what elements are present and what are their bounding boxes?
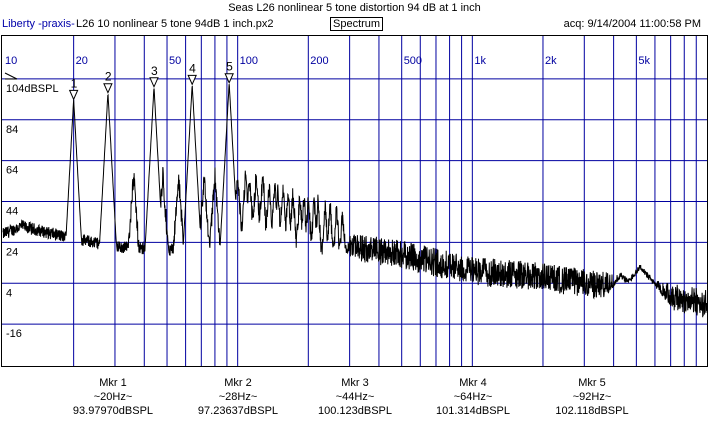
marker-2-number: 2 — [105, 70, 112, 84]
y-tick-label: 4 — [6, 287, 12, 299]
x-tick-label: 500 — [404, 55, 422, 67]
x-tick-label: 2k — [545, 55, 557, 67]
brand-label: Liberty -praxis- — [2, 18, 75, 30]
spectrum-trace — [2, 84, 708, 318]
plot-border — [1, 35, 708, 367]
marker-freq-text: ~44Hz~ — [335, 391, 375, 403]
marker-label: Mkr 1 — [99, 377, 127, 389]
reference-level-icon — [4, 72, 18, 80]
x-tick-label: 10 — [5, 55, 17, 67]
marker-readout-3: Mkr 3 ~44Hz~ 100.123dBSPL — [285, 376, 425, 418]
marker-freq-text: ~64Hz~ — [453, 391, 493, 403]
x-tick-label: 50 — [169, 55, 181, 67]
marker-3-triangle-icon — [149, 77, 159, 89]
marker-level-text: 93.97970dBSPL — [72, 405, 154, 417]
x-tick-label: 200 — [310, 55, 328, 67]
x-tick-label: 1k — [474, 55, 486, 67]
chart-title: Seas L26 nonlinear 5 tone distortion 94 … — [228, 2, 481, 14]
marker-1-number: 1 — [71, 76, 78, 90]
marker-5-number: 5 — [226, 60, 233, 74]
x-tick-label: 5k — [638, 55, 650, 67]
y-tick-label: 84 — [6, 124, 18, 136]
marker-freq-text: ~28Hz~ — [218, 391, 258, 403]
marker-freq-text: ~92Hz~ — [572, 391, 612, 403]
marker-5-triangle-icon — [224, 73, 234, 84]
marker-2-triangle-icon — [103, 83, 113, 94]
spectrum-mode-button[interactable]: Spectrum — [330, 17, 384, 31]
y-tick-label: 104dBSPL — [6, 83, 59, 95]
marker-label: Mkr 2 — [224, 377, 252, 389]
marker-label: Mkr 3 — [341, 377, 369, 389]
marker-level-text: 100.123dBSPL — [317, 405, 392, 417]
marker-3-number: 3 — [151, 64, 158, 78]
y-tick-label: 44 — [6, 206, 18, 218]
x-tick-label: 20 — [76, 55, 88, 67]
marker-4-triangle-icon — [187, 74, 197, 86]
marker-label: Mkr 5 — [578, 377, 606, 389]
y-tick-label: 64 — [6, 165, 18, 177]
acquisition-time: acq: 9/14/2004 11:00:58 PM — [563, 18, 701, 30]
marker-label: Mkr 4 — [459, 377, 487, 389]
marker-readout-1: Mkr 1 ~20Hz~ 93.97970dBSPL — [43, 376, 183, 418]
y-tick-label: -16 — [6, 328, 22, 340]
marker-readout-5: Mkr 5 ~92Hz~ 102.118dBSPL — [522, 376, 662, 418]
marker-freq-text: ~20Hz~ — [93, 391, 133, 403]
marker-4-number: 4 — [189, 61, 196, 75]
marker-level-text: 102.118dBSPL — [555, 405, 629, 417]
marker-readout-2: Mkr 2 ~28Hz~ 97.23637dBSPL — [168, 376, 308, 418]
marker-level-text: 97.23637dBSPL — [197, 405, 279, 417]
x-tick-label: 100 — [240, 55, 258, 67]
marker-1-triangle-icon — [68, 89, 79, 101]
marker-level-text: 101.314dBSPL — [435, 405, 510, 417]
file-name: L26 10 nonlinear 5 tone 94dB 1 inch.px2 — [76, 18, 274, 30]
y-tick-label: 24 — [6, 246, 18, 258]
marker-readout-4: Mkr 4 ~64Hz~ 101.314dBSPL — [403, 376, 543, 418]
